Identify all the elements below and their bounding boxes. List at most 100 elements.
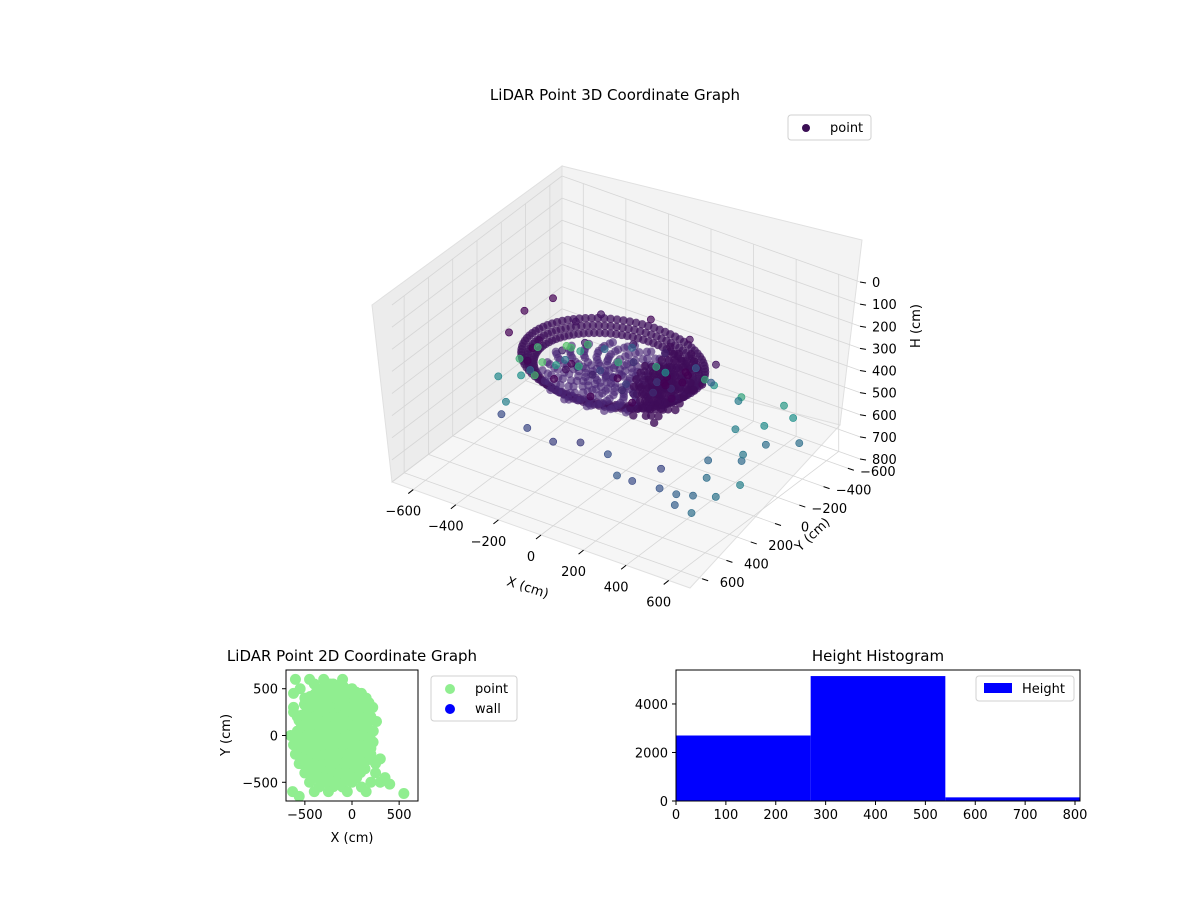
- grid-line-z: [561, 197, 861, 305]
- point-3d: [654, 412, 663, 421]
- point-3d: [538, 366, 547, 375]
- y-axis-label-3d: Y (cm): [792, 515, 834, 555]
- point-2d: [327, 776, 339, 788]
- legend-2d-wall-label: wall: [475, 702, 501, 717]
- point-3d: [672, 490, 681, 499]
- point-2d: [371, 715, 383, 727]
- point-3d: [780, 401, 788, 410]
- point-3d: [574, 362, 583, 371]
- point-3d: [653, 397, 662, 406]
- point-3d: [581, 314, 590, 323]
- z-tick-mark-3d: [859, 370, 867, 372]
- point-3d: [600, 321, 609, 330]
- x-tick-label-hist: 0: [672, 808, 680, 823]
- histogram-bar: [945, 797, 1080, 801]
- point-3d: [704, 456, 713, 465]
- point-3d: [616, 398, 625, 408]
- y-tick-mark-3d: [750, 541, 757, 545]
- y-tick-label-3d: −400: [836, 484, 872, 499]
- point-3d: [550, 375, 558, 383]
- point-2d: [308, 711, 320, 723]
- x-tick-label-3d: 400: [604, 580, 629, 595]
- y-tick-mark-3d: [774, 523, 782, 526]
- point-2d: [374, 753, 386, 765]
- point-3d: [629, 411, 638, 420]
- point-2d: [337, 673, 349, 685]
- point-3d: [603, 355, 613, 364]
- x-tick-label-3d: 200: [561, 565, 586, 580]
- point-3d: [702, 473, 711, 482]
- point-3d: [545, 360, 555, 369]
- point-3d: [731, 425, 740, 434]
- z-tick-label-3d: 700: [872, 431, 897, 446]
- point-3d: [667, 394, 676, 403]
- point-3d: [619, 316, 628, 325]
- point-3d: [656, 404, 665, 413]
- point-3d: [628, 343, 636, 352]
- legend-3d-label: point: [830, 121, 863, 136]
- point-2d: [332, 767, 344, 779]
- point-3d: [661, 381, 670, 390]
- point-2d: [346, 758, 358, 770]
- point-3d: [734, 397, 743, 405]
- point-3d: [609, 403, 618, 412]
- chart-2d-title: LiDAR Point 2D Coordinate Graph: [227, 647, 477, 665]
- z-tick-label-3d: 200: [872, 320, 897, 335]
- point-3d: [666, 342, 675, 351]
- point-3d: [625, 317, 635, 326]
- point-3d: [638, 389, 647, 399]
- point-3d: [576, 395, 586, 404]
- y-tick-mark-3d: [823, 486, 830, 490]
- point-3d: [628, 398, 637, 407]
- point-3d: [601, 386, 610, 395]
- point-3d: [561, 365, 570, 374]
- y-tick-label-3d: 0: [801, 521, 809, 536]
- point-2d: [289, 748, 301, 760]
- ticks-histogram: 0 100 200 300 400 500 600 700 800 0 2000 4000: [635, 698, 1088, 823]
- point-3d: [622, 380, 630, 389]
- point-3d: [665, 362, 675, 372]
- y-tick-label-hist: 4000: [635, 698, 668, 713]
- point-3d: [603, 450, 612, 459]
- legend-2d-point-label: point: [475, 682, 508, 697]
- grid-line-y: [501, 398, 800, 506]
- grid-line-z: [561, 264, 861, 371]
- ticks-2d: −500 0 500 −500 0 500: [242, 683, 411, 823]
- point-3d: [711, 492, 720, 501]
- point-3d: [679, 392, 689, 402]
- point-2d: [346, 701, 358, 713]
- legend-3d: point: [787, 114, 872, 141]
- point-3d: [497, 410, 506, 419]
- point-3d: [671, 405, 680, 415]
- y-tick-label-3d: 600: [720, 576, 745, 591]
- point-3d: [691, 364, 700, 373]
- point-2d: [313, 720, 325, 732]
- point-3d: [690, 357, 699, 366]
- point-2d: [288, 706, 300, 718]
- legend-histogram-swatch: [984, 683, 1012, 693]
- point-2d: [299, 739, 311, 751]
- z-tick-mark-3d: [859, 303, 867, 306]
- x-tick-label-hist: 200: [763, 808, 788, 823]
- y-tick-label-2d: 0: [270, 730, 278, 745]
- point-2d: [355, 758, 367, 770]
- point-3d: [629, 389, 638, 398]
- y-tick-label-2d: 500: [253, 683, 278, 698]
- point-2d: [318, 701, 330, 713]
- point-3d: [613, 374, 622, 383]
- point-2d: [337, 711, 349, 723]
- point-3d: [739, 450, 747, 459]
- x-tick-mark-3d: [578, 549, 584, 555]
- x-axis-label-3d: X (cm): [505, 575, 551, 603]
- point-3d: [675, 399, 684, 408]
- point-3d: [632, 375, 641, 384]
- point-3d: [707, 378, 715, 387]
- point-3d: [556, 380, 565, 390]
- x-tick-label-2d: −500: [287, 808, 323, 823]
- point-3d: [535, 336, 543, 345]
- histogram-bars: [676, 676, 1080, 801]
- point-3d: [670, 501, 679, 509]
- point-3d: [618, 386, 626, 395]
- point-3d: [689, 385, 698, 395]
- z-tick-mark-3d: [859, 436, 867, 439]
